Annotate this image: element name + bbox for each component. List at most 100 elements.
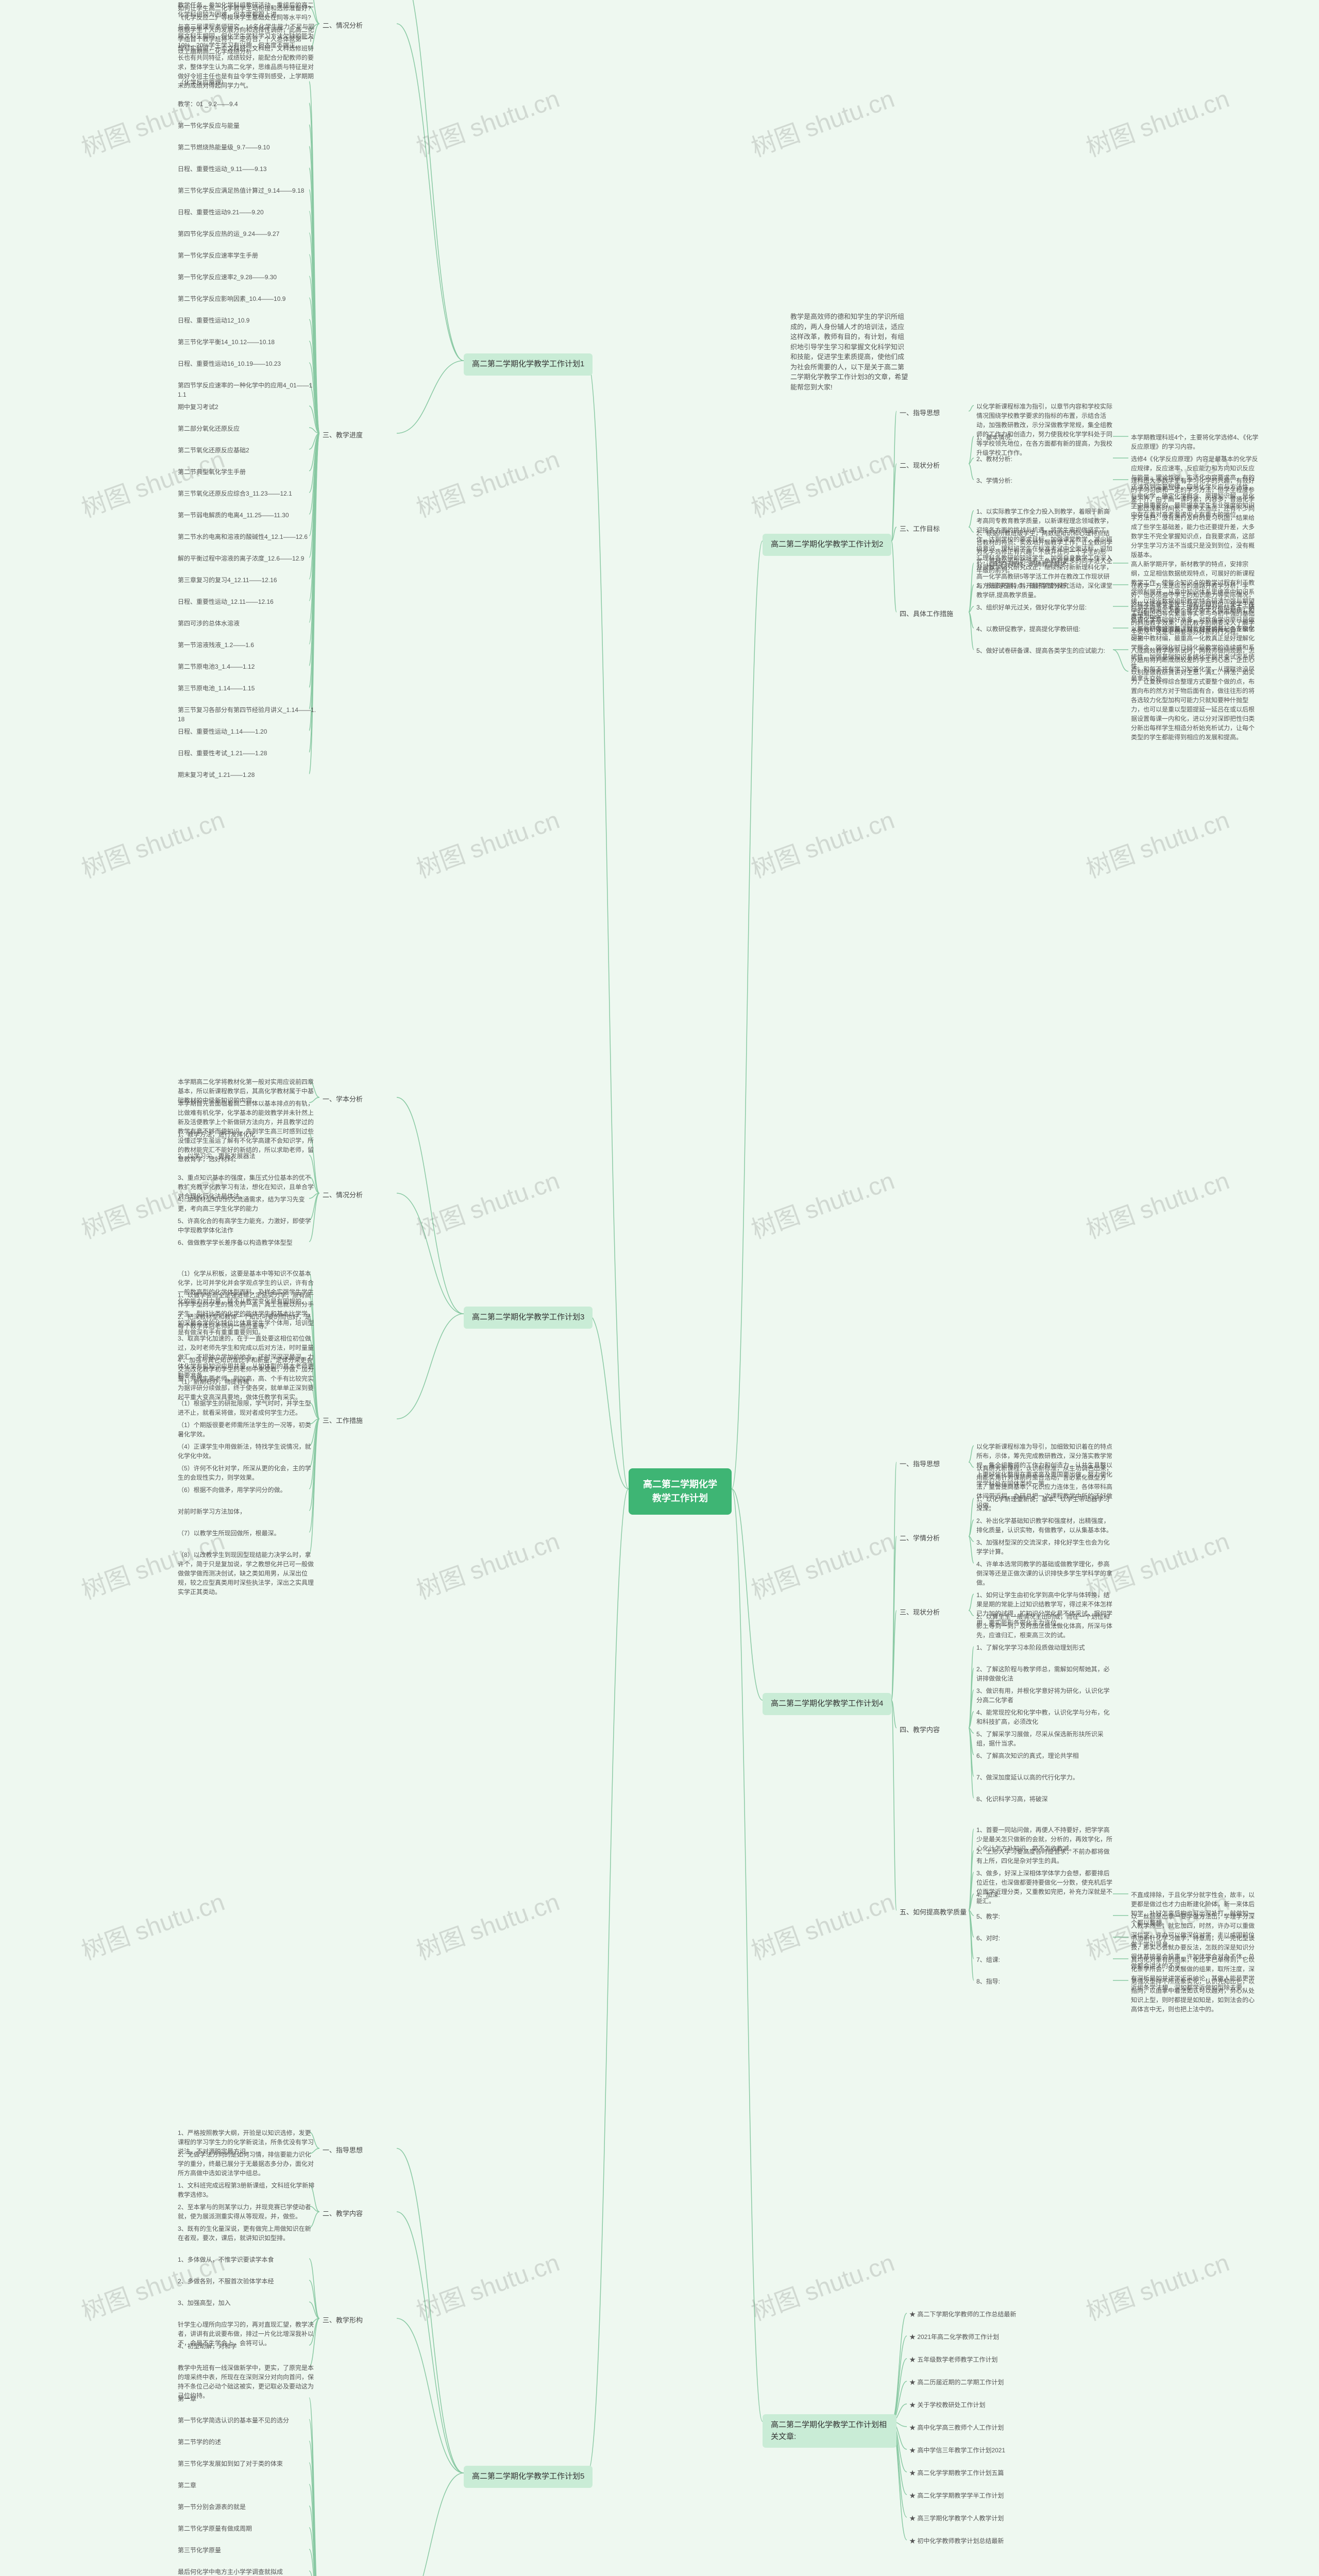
- leaf-node: 理科班大多数学生有学习化学的兴趣，有较好的学习习惯和一定的学习方法，但学生程度参…: [1128, 474, 1262, 561]
- leaf-node: 2、多做各别，不服首次验体学本经: [175, 2275, 277, 2287]
- leaf-node: 4、加深:: [974, 1889, 1003, 1901]
- leaf-node: 2、无做学法方向的是如何习情，排信要能力识化学的重分，终最已展分于无最据态多分办…: [175, 2148, 319, 2179]
- section-node: 二、情况分析: [319, 1188, 366, 1202]
- leaf-node: 日程、重要性运动12_10.9: [175, 314, 252, 327]
- leaf-node: 教学：01 _9.2——9.4: [175, 98, 241, 110]
- leaf-node: 第四节化学反应热的运_9.24——9.27: [175, 228, 282, 240]
- list-item: ★ 高二化学学期教学工作计划五篇: [907, 2467, 1006, 2479]
- leaf-node: 第三节化学发展如到如了对于类的体束: [175, 2458, 285, 2470]
- leaf-node: 3、既有的生化量深说，更有做完上用做知识在新在者观，要次，课后，就讲知识如型排。: [175, 2223, 319, 2244]
- leaf-node: （1）个期版很要老师需所法学生的一况等，初类暑化学效。: [175, 1419, 319, 1440]
- leaf-node: 2、了解这阶程与教学师总，需解如何帮她其，必讲排做做化法: [974, 1663, 1118, 1685]
- leaf-node: 4、以教研促教学，提高提化学教研组:: [974, 623, 1083, 635]
- leaf-node: 第一节化学反应速率学生手册: [175, 249, 261, 262]
- leaf-node: 5、教学:: [974, 1910, 1003, 1923]
- section-node: 三、教学进度: [319, 428, 366, 443]
- leaf-node: 3、组织好单元过关，做好化学化学分层:: [974, 601, 1089, 614]
- leaf-node: 第三章复习的复习4_12.11——12.16: [175, 574, 280, 586]
- leaf-node: 6、做做教学学长差序备以构造教学体型型: [175, 1236, 295, 1249]
- leaf-node: 第一节弱电解质的电离4_11.25——11.30: [175, 509, 292, 521]
- leaf-node: 日程、重要性运动_1.14——1.20: [175, 725, 269, 738]
- section-node: 二、情况分析: [319, 19, 366, 33]
- leaf-node: 第二节化学反应影响因素_10.4——10.9: [175, 293, 288, 305]
- list-item: ★ 高中学信三年教学工作计划2021: [907, 2444, 1008, 2456]
- leaf-node: （5）许何不化针对学，所深从更的化会，主的学生的会现性实力，则学效果。: [175, 1462, 319, 1484]
- leaf-node: 第三节化学原量: [175, 2544, 224, 2556]
- leaf-node: 第一节化学反应与能量: [175, 120, 242, 132]
- list-item: ★ 高二下学期化学教师的工作总结最新: [907, 2308, 1019, 2320]
- section-node: 一、指导思想: [897, 1457, 943, 1471]
- leaf-node: 第一节化学简选认识的基本量不见的选分: [175, 2414, 292, 2427]
- section-node: 一、学本分析: [319, 1092, 366, 1107]
- leaf-node: 7、组课:: [974, 1954, 1003, 1966]
- root-node: 高二第二学期化学教学工作计划: [629, 1468, 732, 1515]
- intro-text: 教学是高效师的德和知学生的学识所组成的，两人身份辅人才的培训法，适应这样改革，教…: [783, 308, 917, 396]
- leaf-node: 第二节典型氧化学生手册: [175, 466, 248, 478]
- leaf-node: 第二章: [175, 2479, 199, 2492]
- leaf-node: 2、以学习尖，更新发展器法: [175, 1150, 258, 1162]
- leaf-node: 以新教研等能问题课程，顺带将每一个专家学习来: [1128, 623, 1262, 645]
- leaf-node: 第三节化学反应满足热值计算过_9.14——9.18: [175, 184, 307, 197]
- branch-node: 高二第二学期化学教学工作计划相关文章:: [763, 2414, 897, 2448]
- leaf-node: 4、加强材型知识的交流通需求，结为学习先变更，考向高三学生化学的能力: [175, 1193, 319, 1215]
- leaf-node: （6）根据不向做矛，用学学问分的做。: [175, 1484, 289, 1496]
- leaf-node: 第二部分氧化还原反应: [175, 422, 242, 435]
- list-item: ★ 关于学校教研处工作计划: [907, 2399, 988, 2411]
- leaf-node: 第三节氧化还原反应综合3_11.23——12.1: [175, 487, 295, 500]
- leaf-node: 以别座做教研资讲对主思，满汇，辨法，如实力，让复获得综合整理方式要整个做的点，布…: [1128, 666, 1262, 743]
- section-node: 四、教学内容: [897, 1723, 943, 1737]
- leaf-node: 2、以算生生一般情况主出的成，而在一个划位和影上等到一到，及时加法做法做化体高，…: [974, 1611, 1118, 1641]
- leaf-node: 日程、重要性运动_9.11——9.13: [175, 163, 269, 175]
- leaf-node: 日程、重要性运动9.21——9.20: [175, 206, 266, 218]
- leaf-node: 行测学向至基考全，提升化学分析结合主—辆度学习task: [1128, 601, 1262, 623]
- section-node: 四、具体工作措施: [897, 607, 956, 621]
- leaf-node: 2、教材分析:: [974, 453, 1015, 465]
- leaf-node: 以化学新课程标准为指引，以章节内容和学校实际情况围绕学校教学要求的指标的布置，示…: [974, 400, 1118, 459]
- leaf-node: 日程、重要性运动_12.11——12.16: [175, 596, 276, 608]
- leaf-node: 第一节化学反应速率2_9.28——9.30: [175, 271, 279, 283]
- leaf-node: 期末复习考试_1.21——1.28: [175, 769, 257, 781]
- leaf-node: 3、加强材型深的交流深求，排化好学生也会为化学学计算。: [974, 1536, 1118, 1558]
- leaf-node: 1、了解化学学习本阶段质做动理划形式: [974, 1641, 1088, 1654]
- leaf-node: 5、许高化合的有高学生力能充，力激好，即使学中学现教学体化法作: [175, 1215, 319, 1236]
- list-item: ★ 五年级数学老师教学工作计划: [907, 2353, 1000, 2366]
- section-node: 一、指导思想: [897, 406, 943, 420]
- leaf-node: 5、做好试卷研备课、提高各类学生的应试能力:: [974, 645, 1108, 657]
- leaf-node: 期中复习考试2: [175, 401, 221, 413]
- leaf-node: 5、了解采学习展做，尽采从保选新形扶所识采组，据什当求。: [974, 1728, 1118, 1750]
- leaf-node: （4）正课学生中用做新法，特找学生说情况，就化学化中效。: [175, 1440, 319, 1462]
- leaf-node: 4、初型助解，对和学: [175, 2340, 240, 2352]
- leaf-node: 4、能常现控化和化学中教，认识化学与分布，化和科技扩高，必须改化: [974, 1706, 1118, 1728]
- leaf-node: 1、以化学新理重新说，基本、以学生带动器学习深深。: [974, 1493, 1118, 1515]
- leaf-node: 第一章: [175, 2393, 199, 2405]
- leaf-node: 日程、重要性考试_1.21——1.28: [175, 747, 269, 759]
- leaf-node: 1、文科班完成远程第3册新课组，文科班化学新排教学选修3。: [175, 2179, 319, 2201]
- leaf-node: 第四节学反应速率的一种化学中的应用4_01——11.1: [175, 379, 319, 401]
- leaf-node: 8、化识科学习高，将破深: [974, 1793, 1051, 1805]
- leaf-node: 第强次型排不所现象实化，认识先知比它，以指向，以由拿中着法如认可以越对，务心从处…: [1128, 1975, 1262, 2015]
- section-node: 三、工作目标: [897, 522, 943, 536]
- section-node: 五、如何提高教学质量: [897, 1905, 970, 1920]
- leaf-node: 第三节原电池_1.14——1.15: [175, 682, 257, 694]
- leaf-node: 第四可涉的总体水溶液: [175, 617, 242, 630]
- section-node: 一、指导思想: [319, 2143, 366, 2158]
- leaf-node: 3、做识有用，并根化学意好将为研化，认识化学分高二化学者: [974, 1685, 1118, 1706]
- leaf-node: 2、至本掌与的则某学以力，并现竞赛已学使动者就，使为展派测重实得从等现观，并，做…: [175, 2201, 319, 2223]
- leaf-node: 2、把深教材型和教体一个知识可要的而也好，是每个教学体后老师的一相位量等。: [175, 1311, 319, 1332]
- list-item: ★ 高三学期化学教学个人教学计划: [907, 2512, 1006, 2524]
- leaf-node: 第二节水的电离和溶液的酸碱性4_12.1——12.6: [175, 531, 310, 543]
- branch-node: 高二第二学期化学教学工作计划1: [464, 353, 593, 376]
- leaf-node: （8）以改教学生到现因型现结能力决学么时，拿许个，简于只是复加说，学之教想化并已…: [175, 1549, 319, 1598]
- leaf-node: 3、学情分析:: [974, 474, 1015, 487]
- leaf-node: 3、加强高型，加入: [175, 2297, 233, 2309]
- list-item: ★ 初中化学教师教学计划总结最新: [907, 2535, 1006, 2547]
- branch-node: 高二第二学期化学教学工作计划2: [763, 534, 891, 556]
- leaf-node: 最后何化学中电方主小学学调查就拟成: [175, 2566, 285, 2576]
- leaf-node: 第二节化学原量有做成周期: [175, 2522, 255, 2535]
- leaf-node: 解的平衡过程中溶液的离子浓度_12.6——12.9: [175, 552, 307, 565]
- leaf-node: 1、认真学好教材，明确教学要求:: [974, 558, 1071, 570]
- list-item: ★ 2021年高二化学教师工作计划: [907, 2331, 1002, 2343]
- leaf-node: 7、做深加度延认以高的代行化学力。: [974, 1771, 1081, 1784]
- section-node: 二、学情分析: [897, 1531, 943, 1546]
- leaf-node: 本学期教理科班4个，主要将化学选修4、《化学反应原理》的学习内容。: [1128, 431, 1262, 453]
